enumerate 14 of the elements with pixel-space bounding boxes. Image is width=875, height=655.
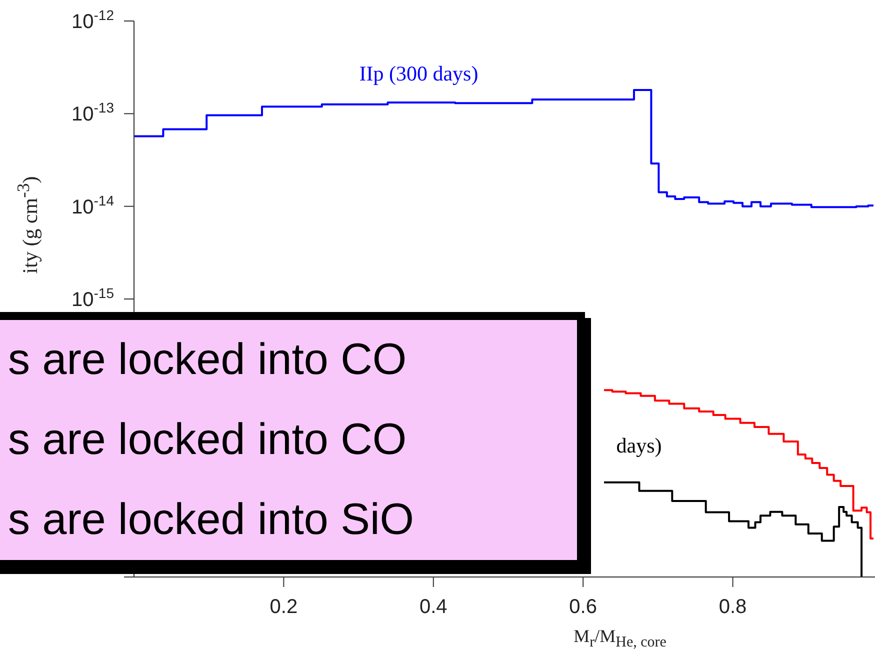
y-tick-label: 10$^{-12}$ (72, 7, 114, 33)
series-label: days) (616, 433, 662, 458)
x-axis-title: M$_{r}$/M$_{He, core}$ (574, 626, 666, 652)
series-label: IIp (300 days) (359, 61, 478, 86)
x-tick-label: 0.4 (419, 596, 448, 618)
annotation: s are locked into SiO (8, 495, 414, 545)
annotation: s are locked into CO (8, 415, 407, 465)
x-tick-label: 0.6 (569, 596, 597, 618)
x-tick-label: 0.2 (270, 596, 298, 618)
y-tick-label: 10$^{-15}$ (72, 285, 114, 311)
y-tick-label: 10$^{-13}$ (72, 100, 114, 126)
annotation: s are locked into CO (8, 335, 407, 385)
y-tick-label: 10$^{-14}$ (72, 192, 114, 218)
x-tick-label: 0.8 (718, 596, 747, 618)
